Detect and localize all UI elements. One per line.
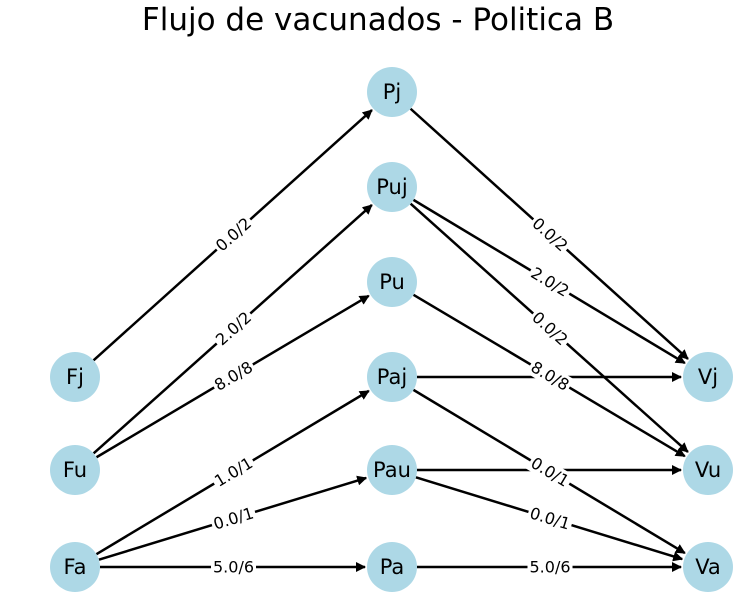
edge-label-fj-pj: 0.0/2 — [210, 212, 257, 257]
node-label-pa: Pa — [380, 555, 405, 579]
svg-text:0.0/1: 0.0/1 — [211, 503, 256, 533]
node-label-fj: Fj — [66, 365, 84, 389]
edge-label-fa-pau: 0.0/1 — [209, 502, 258, 535]
node-label-vj: Vj — [698, 365, 718, 389]
diagram-title: Flujo de vacunados - Politica B — [141, 2, 615, 38]
svg-text:0.0/1: 0.0/1 — [528, 453, 573, 490]
svg-text:1.0/1: 1.0/1 — [211, 453, 256, 490]
node-label-paj: Paj — [377, 365, 407, 389]
edge-label-fu-pu: 8.0/8 — [209, 356, 258, 396]
edge-label-pa-va: 5.0/6 — [527, 557, 573, 577]
edge-label-pau-va: 0.0/1 — [525, 502, 575, 535]
edge-label-puj-vj: 2.0/2 — [525, 262, 575, 302]
edge-label-fa-pa: 5.0/6 — [210, 557, 257, 577]
node-va: Va — [683, 542, 733, 592]
edge-label-fu-puj: 2.0/2 — [210, 306, 257, 351]
node-puj: Puj — [367, 162, 417, 212]
svg-text:8.0/8: 8.0/8 — [211, 357, 256, 394]
node-pj: Pj — [367, 67, 417, 117]
svg-text:2.0/2: 2.0/2 — [528, 263, 573, 300]
node-label-puj: Puj — [376, 175, 407, 199]
edge-label-pj-vj: 0.0/2 — [526, 212, 574, 257]
node-fa: Fa — [50, 542, 100, 592]
node-paj: Paj — [367, 352, 417, 402]
edge-label-fa-paj: 1.0/1 — [209, 452, 258, 492]
edge-label-paj-va: 0.0/1 — [525, 452, 575, 492]
edge-label-pu-vu: 8.0/8 — [525, 356, 575, 396]
node-vj: Vj — [683, 352, 733, 402]
svg-text:5.0/6: 5.0/6 — [213, 558, 254, 577]
node-pu: Pu — [367, 257, 417, 307]
node-label-fu: Fu — [63, 458, 87, 482]
node-label-pj: Pj — [383, 80, 402, 104]
node-label-fa: Fa — [63, 555, 86, 579]
node-pau: Pau — [367, 445, 417, 495]
node-label-va: Va — [695, 555, 721, 579]
node-vu: Vu — [683, 445, 733, 495]
node-pa: Pa — [367, 542, 417, 592]
node-label-pau: Pau — [373, 458, 411, 482]
node-label-vu: Vu — [695, 458, 721, 482]
svg-text:8.0/8: 8.0/8 — [528, 357, 573, 394]
node-fj: Fj — [50, 352, 100, 402]
node-fu: Fu — [50, 445, 100, 495]
node-label-pu: Pu — [379, 270, 405, 294]
svg-text:0.0/1: 0.0/1 — [528, 503, 573, 533]
svg-text:5.0/6: 5.0/6 — [529, 558, 570, 577]
edge-label-puj-vu: 0.0/2 — [526, 306, 574, 351]
